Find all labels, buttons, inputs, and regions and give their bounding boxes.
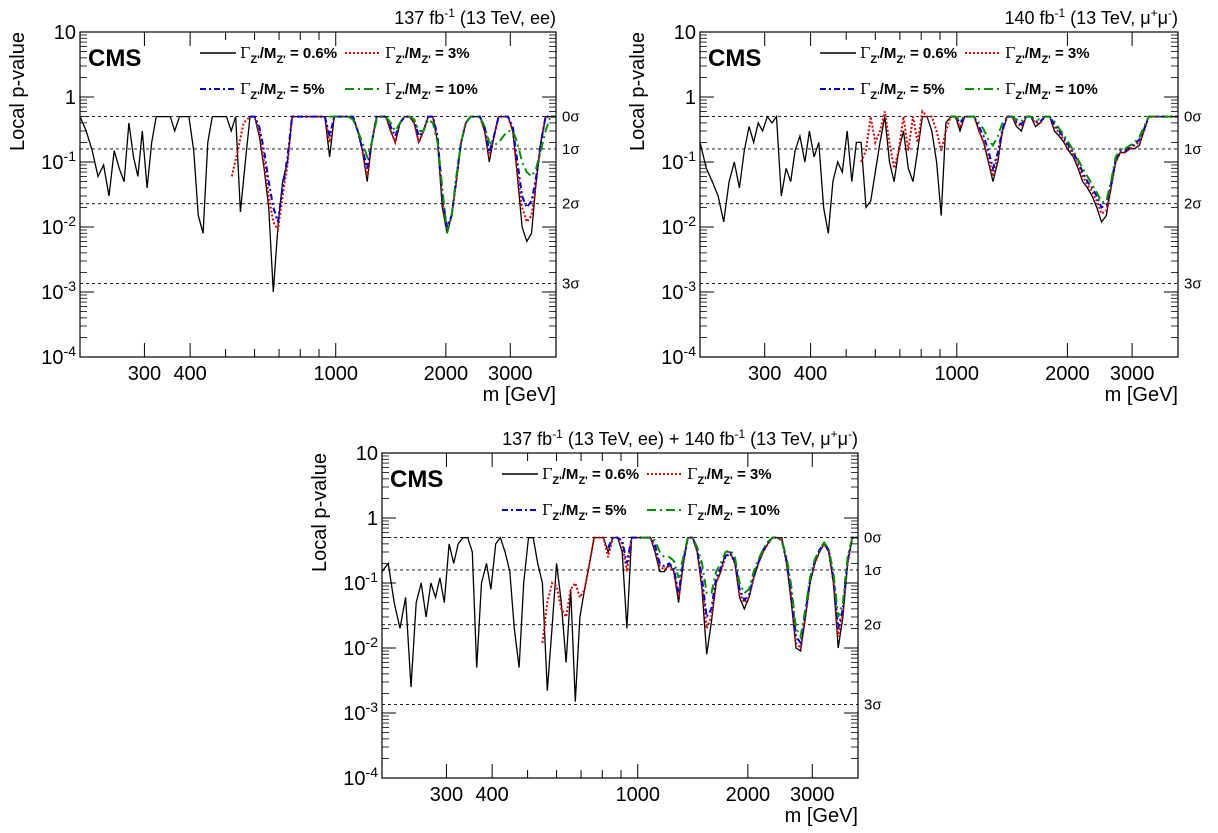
- series-line: [700, 114, 1178, 234]
- series-line: [950, 115, 1178, 209]
- y-tick-label: 10-1: [661, 148, 696, 174]
- x-tick-label: 400: [173, 363, 206, 385]
- legend-label: ΓZ'/MZ' = 0.6%: [240, 44, 337, 66]
- sigma-label: 3σ: [1184, 276, 1202, 293]
- x-axis-title: m [GeV]: [1105, 384, 1178, 406]
- series-line: [250, 115, 556, 231]
- legend-label: ΓZ'/MZ' = 5%: [542, 501, 627, 523]
- x-tick-label: 1000: [615, 784, 660, 806]
- cms-logo: CMS: [390, 466, 443, 493]
- y-tick-label: 10-4: [343, 764, 378, 790]
- series-line: [607, 536, 858, 646]
- x-tick-label: 2000: [726, 784, 771, 806]
- y-tick-label: 10: [674, 22, 696, 44]
- x-tick-label: 1000: [935, 363, 980, 385]
- y-tick-label: 10: [54, 22, 76, 44]
- series-line: [541, 536, 858, 651]
- sigma-label: 3σ: [864, 697, 882, 714]
- plot-frame: [79, 31, 557, 358]
- y-tick-label: 10-3: [343, 699, 378, 725]
- x-tick-label: 400: [794, 363, 827, 385]
- y-tick-label: 10-2: [661, 213, 696, 239]
- legend-label: ΓZ'/MZ' = 10%: [1005, 80, 1098, 102]
- plot-frame: [699, 31, 1179, 358]
- x-tick-label: 2000: [424, 363, 469, 385]
- sigma-label: 2σ: [562, 196, 580, 213]
- x-tick-label: 2000: [1045, 363, 1090, 385]
- sigma-label: 0σ: [562, 109, 580, 126]
- legend-label: ΓZ'/MZ' = 5%: [860, 80, 945, 102]
- x-tick-label: 1000: [313, 363, 358, 385]
- lumi-header: 137 fb-1 (13 TeV, ee): [394, 6, 556, 28]
- y-tick-label: 10-2: [343, 634, 378, 660]
- cms-logo: CMS: [88, 45, 141, 72]
- y-tick-label: 10-1: [343, 569, 378, 595]
- series-line: [640, 536, 858, 640]
- x-axis-title: m [GeV]: [785, 805, 858, 827]
- x-tick-label: 300: [748, 363, 781, 385]
- x-axis-title: m [GeV]: [483, 384, 556, 406]
- y-tick-label: 1: [367, 508, 378, 530]
- sigma-label: 1σ: [1184, 141, 1202, 158]
- x-tick-label: 3000: [488, 363, 533, 385]
- y-tick-label: 1: [685, 87, 696, 109]
- y-tick-label: 1: [65, 87, 76, 109]
- y-tick-label: 10-1: [41, 148, 76, 174]
- panel-ee: 0σ 1σ 2σ 3σ 10-4 10-3 10-2 10-1 1 10 300 400 1000 200…: [7, 6, 580, 406]
- x-tick-label: 300: [128, 363, 161, 385]
- legend-label: ΓZ'/MZ' = 0.6%: [860, 44, 957, 66]
- x-tick-label: 400: [475, 784, 508, 806]
- x-tick-label: 300: [430, 784, 463, 806]
- sigma-label: 2σ: [864, 617, 882, 634]
- x-tick-label: 3000: [1110, 363, 1155, 385]
- series-line: [950, 115, 1178, 204]
- lumi-header: 140 fb-1 (13 TeV, μ+μ-): [1004, 6, 1178, 28]
- y-axis-title: Local p-value: [309, 453, 331, 572]
- y-tick-label: 10-2: [41, 213, 76, 239]
- cms-logo: CMS: [708, 45, 761, 72]
- sigma-label: 1σ: [562, 141, 580, 158]
- y-tick-label: 10-3: [41, 278, 76, 304]
- y-tick-label: 10: [356, 443, 378, 465]
- y-tick-label: 10-4: [41, 343, 76, 369]
- panel-combined: 0σ 1σ 2σ 3σ 10-4 10-3 10-2 10-1 1 10 300 400 1000 200…: [309, 427, 882, 827]
- sigma-label: 0σ: [864, 530, 882, 547]
- legend-label: ΓZ'/MZ' = 10%: [687, 501, 780, 523]
- y-tick-label: 10-3: [661, 278, 696, 304]
- series-line: [329, 115, 556, 234]
- plot-frame: [381, 452, 859, 779]
- legend-label: ΓZ'/MZ' = 10%: [385, 80, 478, 102]
- legend-label: ΓZ'/MZ' = 3%: [687, 465, 772, 487]
- sigma-label: 2σ: [1184, 196, 1202, 213]
- legend-label: ΓZ'/MZ' = 5%: [240, 80, 325, 102]
- sigma-label: 1σ: [864, 562, 882, 579]
- panel-mumu: 0σ 1σ 2σ 3σ 10-4 10-3 10-2 10-1 1 10 300 400 1000 200…: [627, 6, 1202, 406]
- series-line: [860, 109, 1178, 216]
- series-line: [80, 115, 556, 293]
- series-line: [230, 115, 556, 234]
- x-tick-label: 3000: [790, 784, 835, 806]
- legend-label: ΓZ'/MZ' = 3%: [1005, 44, 1090, 66]
- y-axis-title: Local p-value: [627, 32, 649, 151]
- legend-label: ΓZ'/MZ' = 0.6%: [542, 465, 639, 487]
- legend-label: ΓZ'/MZ' = 3%: [385, 44, 470, 66]
- lumi-header: 137 fb-1 (13 TeV, ee) + 140 fb-1 (13 TeV…: [502, 427, 858, 449]
- sigma-label: 0σ: [1184, 109, 1202, 126]
- sigma-label: 3σ: [562, 276, 580, 293]
- y-axis-title: Local p-value: [7, 32, 29, 151]
- y-tick-label: 10-4: [661, 343, 696, 369]
